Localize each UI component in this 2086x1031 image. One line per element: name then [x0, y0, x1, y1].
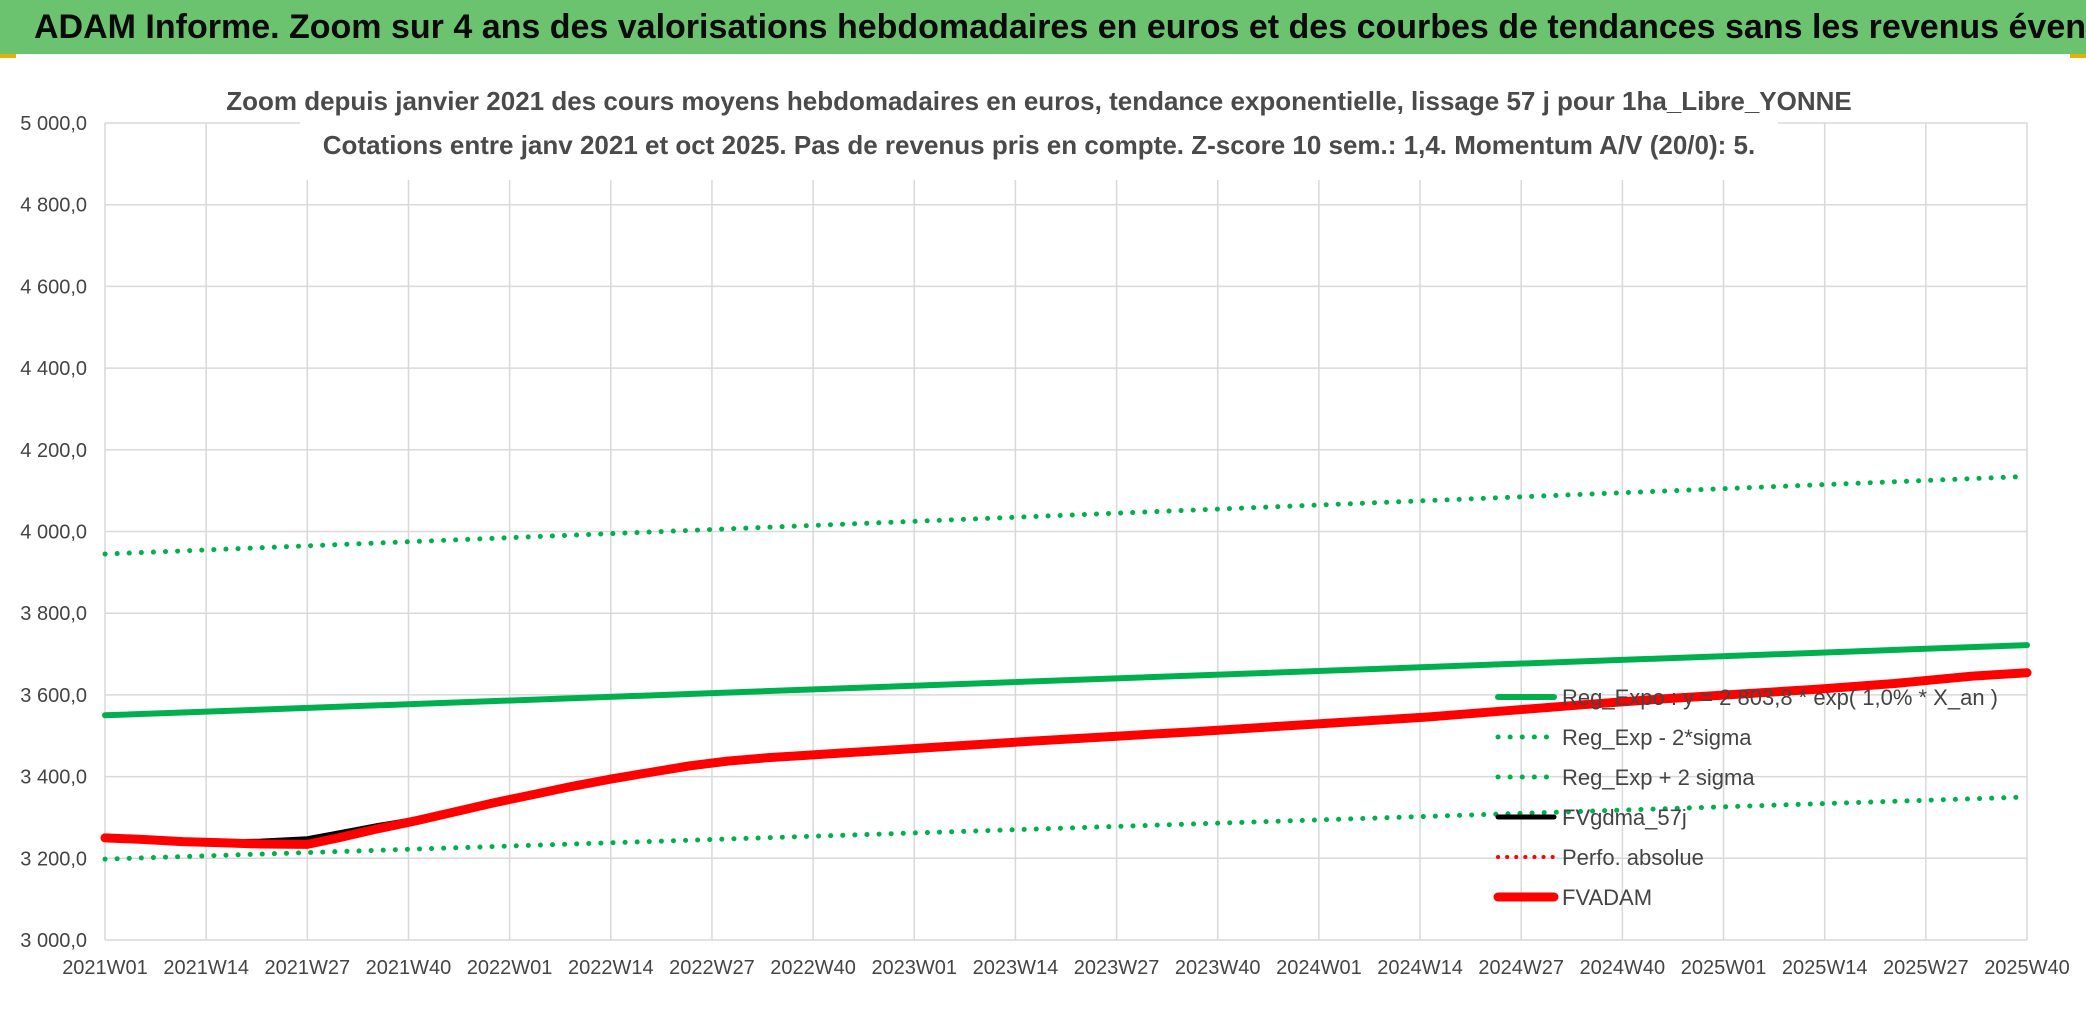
series-line-fvadam [100, 668, 2032, 849]
x-tick-label: 2023W40 [1175, 957, 1261, 979]
banner-corner-left [0, 54, 16, 58]
y-tick-label: 4 200,0 [20, 440, 87, 462]
x-tick-label: 2025W40 [1984, 957, 2070, 979]
x-tick-label: 2021W14 [163, 957, 249, 979]
y-tick-label: 3 000,0 [20, 930, 87, 952]
y-tick-label: 3 600,0 [20, 685, 87, 707]
series-line-reg-exp-2-sigma [102, 473, 2030, 557]
series-line-reg-expo-y-2-803-8-exp-1-0-x-an [102, 642, 2030, 719]
banner-title: ADAM Informe. Zoom sur 4 ans des valoris… [0, 0, 2086, 54]
chart-svg: 3 000,0 3 200,0 3 400,0 3 600,0 3 800,0 4 000… [20, 76, 2070, 979]
legend-label: Perfo. absolue [1562, 845, 1704, 870]
y-tick-label: 4 400,0 [20, 358, 87, 380]
x-tick-label: 2024W27 [1478, 957, 1564, 979]
legend-label: FVgdma_57j [1562, 805, 1687, 830]
x-tick-label: 2023W14 [973, 957, 1059, 979]
y-tick-label: 3 400,0 [20, 767, 87, 789]
x-tick-label: 2024W40 [1580, 957, 1666, 979]
chart-area: 3 000,0 3 200,0 3 400,0 3 600,0 3 800,0 4 000… [0, 54, 2086, 1031]
legend: Reg_Expo : y = 2 803,8 * exp( 1,0% * X_a… [1493, 685, 1998, 910]
chart-title-background [300, 76, 1778, 180]
legend-label: Reg_Expo : y = 2 803,8 * exp( 1,0% * X_a… [1562, 685, 1998, 710]
y-axis-ticks: 3 000,0 3 200,0 3 400,0 3 600,0 3 800,0 4 000… [20, 113, 87, 952]
legend-label: Reg_Exp - 2*sigma [1562, 725, 1752, 750]
x-tick-label: 2025W14 [1782, 957, 1868, 979]
series [100, 473, 2032, 862]
x-axis-ticks: 2021W01 2021W14 2021W27 2021W40 2022W01 2022W… [62, 957, 2070, 979]
x-tick-label: 2023W01 [871, 957, 957, 979]
x-tick-label: 2024W01 [1276, 957, 1362, 979]
chart-title-line1: Zoom depuis janvier 2021 des cours moyen… [226, 86, 1852, 116]
x-tick-label: 2022W14 [568, 957, 654, 979]
x-tick-label: 2025W01 [1681, 957, 1767, 979]
y-tick-label: 4 800,0 [20, 195, 87, 217]
banner-corner-right [2070, 54, 2086, 58]
legend-label: FVADAM [1562, 885, 1652, 910]
x-tick-label: 2021W27 [265, 957, 351, 979]
x-tick-label: 2021W40 [366, 957, 452, 979]
x-tick-label: 2022W40 [770, 957, 856, 979]
y-tick-label: 5 000,0 [20, 113, 87, 135]
gridlines [104, 122, 2028, 941]
x-tick-label: 2022W01 [467, 957, 553, 979]
chart-title-line2: Cotations entre janv 2021 et oct 2025. P… [323, 130, 1755, 160]
y-tick-label: 4 000,0 [20, 522, 87, 544]
x-tick-label: 2024W14 [1377, 957, 1463, 979]
x-tick-label: 2022W27 [669, 957, 755, 979]
x-tick-label: 2021W01 [62, 957, 148, 979]
chart-title: Zoom depuis janvier 2021 des cours moyen… [226, 76, 1852, 180]
legend-label: Reg_Exp + 2 sigma [1562, 765, 1755, 790]
y-tick-label: 3 200,0 [20, 848, 87, 870]
x-tick-label: 2025W27 [1883, 957, 1969, 979]
y-tick-label: 4 600,0 [20, 276, 87, 298]
x-tick-label: 2023W27 [1074, 957, 1160, 979]
y-tick-label: 3 800,0 [20, 603, 87, 625]
